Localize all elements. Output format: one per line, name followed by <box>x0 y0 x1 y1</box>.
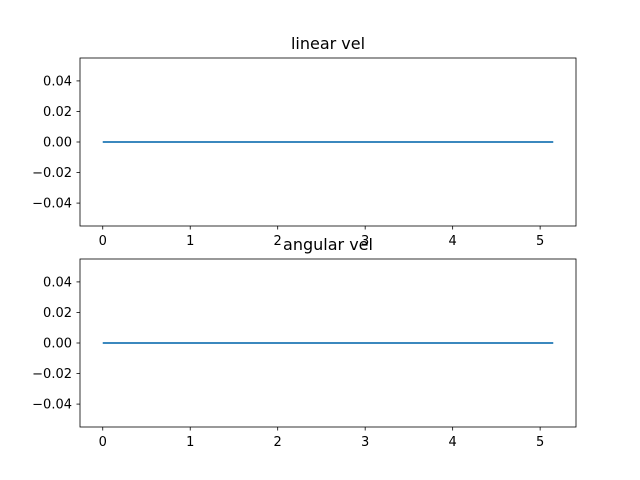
x-ticks: 0 1 2 3 4 5 <box>99 226 544 249</box>
x-tick-label: 3 <box>361 435 369 450</box>
x-tick-label: 0 <box>99 234 107 249</box>
x-tick-label: 4 <box>449 435 457 450</box>
chart-title: linear vel <box>291 34 365 53</box>
y-tick-label: −0.04 <box>32 197 72 212</box>
x-tick-label: 5 <box>536 234 544 249</box>
x-tick-label: 1 <box>186 435 194 450</box>
x-tick-label: 4 <box>449 234 457 249</box>
y-ticks: −0.04 −0.02 0.00 0.02 0.04 <box>32 74 80 212</box>
chart-title: angular vel <box>283 235 373 254</box>
y-tick-label: 0.00 <box>43 136 72 151</box>
subplot-linear-vel: −0.04 −0.02 0.00 0.02 0.04 0 1 2 3 4 5 <box>32 57 577 249</box>
y-tick-label: 0.02 <box>43 306 72 321</box>
x-tick-label: 0 <box>99 435 107 450</box>
x-tick-label: 2 <box>274 234 282 249</box>
x-tick-label: 1 <box>186 234 194 249</box>
y-tick-label: −0.02 <box>32 166 72 181</box>
x-tick-label: 3 <box>361 234 369 249</box>
y-ticks: −0.04 −0.02 0.00 0.02 0.04 <box>32 275 80 413</box>
y-tick-label: 0.04 <box>43 74 72 89</box>
subplot-angular-vel: −0.04 −0.02 0.00 0.02 0.04 0 1 2 3 4 5 <box>32 258 577 450</box>
y-tick-label: 0.04 <box>43 275 72 290</box>
x-tick-label: 2 <box>274 435 282 450</box>
y-tick-label: −0.02 <box>32 367 72 382</box>
y-tick-label: 0.02 <box>43 105 72 120</box>
x-ticks: 0 1 2 3 4 5 <box>99 427 544 450</box>
y-tick-label: −0.04 <box>32 398 72 413</box>
y-tick-label: 0.00 <box>43 337 72 352</box>
x-tick-label: 5 <box>536 435 544 450</box>
